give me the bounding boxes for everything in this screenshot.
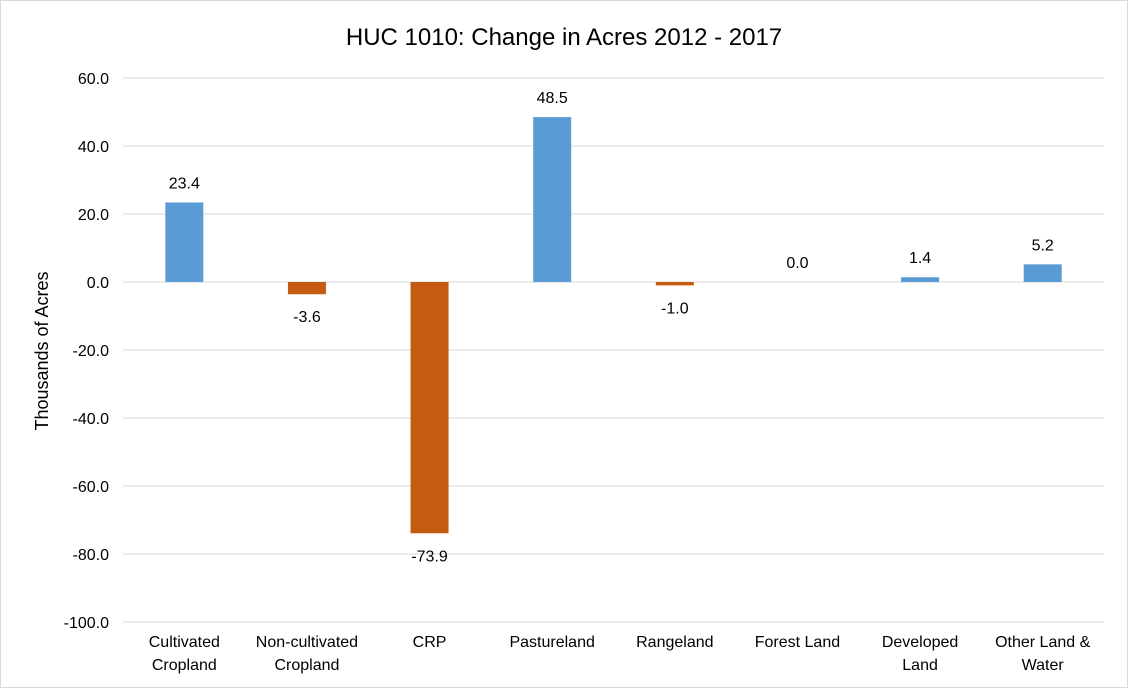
y-tick-label: 60.0 (78, 71, 109, 88)
y-tick-label: -100.0 (64, 615, 109, 632)
x-tick-label: Other Land & Water (995, 634, 1091, 674)
x-tick-label: Cultivated Cropland (149, 634, 220, 674)
data-label: -3.6 (293, 309, 321, 326)
y-tick-label: -60.0 (73, 479, 110, 496)
data-label: 5.2 (1032, 237, 1054, 254)
y-tick-label: 0.0 (87, 275, 109, 292)
bar (533, 117, 572, 282)
chart-title: HUC 1010: Change in Acres 2012 - 2017 (346, 24, 782, 51)
bar (287, 282, 326, 295)
data-labels: 23.4 -3.6 -73.9 48.5 -1.0 0.0 1.4 5.2 (169, 90, 1054, 565)
bar (901, 277, 940, 282)
data-label: -1.0 (661, 300, 689, 317)
data-label: 23.4 (169, 175, 200, 192)
x-tick-label: Rangeland (636, 634, 713, 651)
data-label: 1.4 (909, 250, 931, 267)
y-tick-label: -40.0 (73, 411, 110, 428)
bar (1023, 264, 1062, 282)
y-tick-label: 20.0 (78, 207, 109, 224)
bar (410, 282, 449, 534)
bars (165, 117, 1062, 534)
bar (655, 282, 694, 286)
x-tick-label: CRP (413, 634, 447, 651)
x-tick-label: Non-cultivated Cropland (256, 634, 358, 674)
x-tick-label: Developed Land (882, 634, 959, 674)
data-label: -73.9 (411, 548, 448, 565)
x-tick-label: Pastureland (509, 634, 594, 651)
y-tick-label: -80.0 (73, 547, 110, 564)
gridlines (123, 77, 1104, 623)
y-tick-label: 40.0 (78, 139, 109, 156)
bar (165, 202, 204, 282)
x-tick-label: Forest Land (755, 634, 840, 651)
data-label: 48.5 (537, 90, 568, 107)
data-label: 0.0 (786, 255, 808, 272)
x-axis-ticks: Cultivated Cropland Non-cultivated Cropland… (149, 634, 1091, 674)
y-axis-ticks: 60.0 40.0 20.0 0.0 -20.0 -40.0 -60.0 -80.0 -100.… (64, 71, 109, 632)
y-tick-label: -20.0 (73, 343, 110, 360)
y-axis-label: Thousands of Acres (32, 271, 52, 430)
